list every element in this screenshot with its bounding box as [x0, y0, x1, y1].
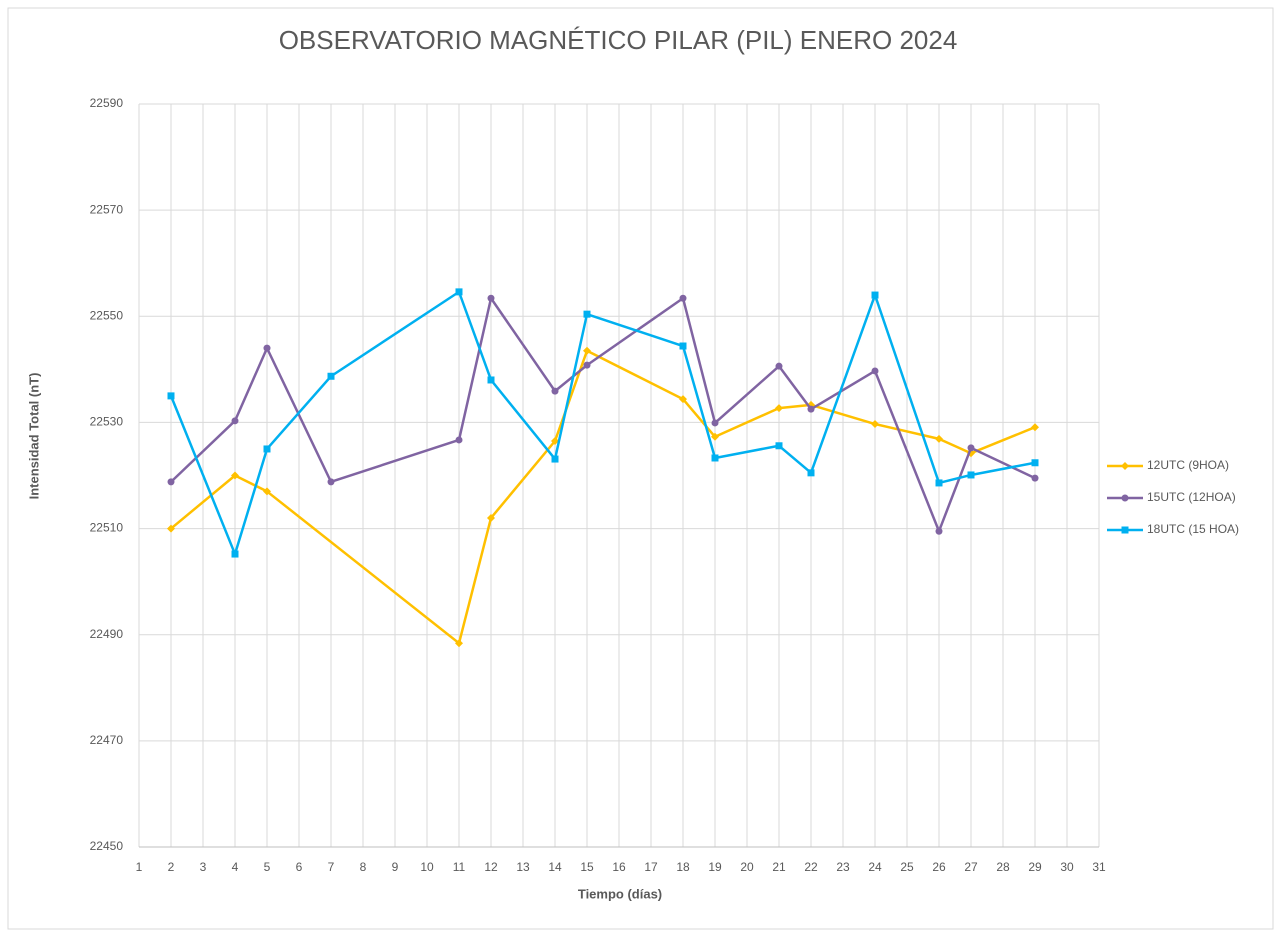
x-tick-label: 20: [740, 860, 754, 874]
x-tick-label: 28: [996, 860, 1010, 874]
y-tick-label: 22450: [90, 839, 124, 853]
legend-marker: [1121, 494, 1129, 502]
x-tick-label: 16: [612, 860, 626, 874]
point: [871, 420, 879, 429]
x-tick-label: 4: [232, 860, 239, 874]
x-axis-title: Tiempo (días): [578, 886, 662, 901]
x-tick-label: 8: [360, 860, 367, 874]
point: [711, 432, 719, 441]
point: [935, 479, 943, 487]
point: [775, 362, 783, 370]
point: [679, 342, 687, 350]
legend-label: 12UTC (9HOA): [1147, 458, 1229, 472]
point: [935, 434, 943, 443]
x-tick-label: 14: [548, 860, 562, 874]
point: [679, 294, 687, 302]
point: [935, 527, 943, 535]
point: [231, 550, 239, 558]
x-tick-label: 22: [804, 860, 818, 874]
chart-border: [7, 7, 1274, 930]
x-tick-label: 17: [644, 860, 658, 874]
point: [1031, 459, 1039, 467]
point: [711, 454, 719, 462]
point: [231, 471, 239, 480]
y-tick-label: 22530: [90, 415, 124, 429]
point: [263, 487, 271, 496]
y-axis-title: Intensidad Total (nT): [26, 373, 41, 500]
x-tick-label: 23: [836, 860, 850, 874]
point: [583, 310, 591, 318]
point: [871, 291, 879, 299]
point: [455, 436, 463, 444]
point: [455, 639, 463, 648]
x-tick-label: 29: [1028, 860, 1042, 874]
x-tick-label: 21: [772, 860, 786, 874]
point: [167, 524, 175, 533]
point: [583, 361, 591, 369]
point: [167, 392, 175, 400]
point: [327, 372, 335, 380]
point: [1031, 423, 1039, 432]
point: [551, 387, 559, 395]
point: [711, 419, 719, 427]
point: [1031, 474, 1039, 482]
point: [455, 288, 463, 296]
x-tick-label: 19: [708, 860, 722, 874]
x-tick-label: 30: [1060, 860, 1074, 874]
x-tick-label: 1: [136, 860, 143, 874]
legend-marker: [1121, 526, 1129, 534]
point: [551, 437, 559, 446]
point: [551, 455, 559, 463]
point: [775, 442, 783, 450]
x-tick-label: 3: [200, 860, 207, 874]
series-line: [170, 296, 1036, 533]
point: [871, 367, 879, 375]
point: [231, 417, 239, 425]
point: [583, 346, 591, 355]
chart-title: OBSERVATORIO MAGNÉTICO PILAR (PIL) ENERO…: [279, 25, 958, 55]
point: [775, 404, 783, 413]
x-tick-label: 10: [420, 860, 434, 874]
x-tick-label: 25: [900, 860, 914, 874]
y-tick-label: 22490: [90, 627, 124, 641]
x-tick-label: 11: [453, 860, 466, 874]
point: [679, 395, 687, 404]
legend-label: 15UTC (12HOA): [1147, 490, 1236, 504]
x-tick-label: 27: [964, 860, 978, 874]
x-tick-label: 12: [484, 860, 498, 874]
legend-marker: [1121, 462, 1129, 470]
series-line: [169, 290, 1036, 556]
point: [263, 445, 271, 453]
x-tick-label: 24: [868, 860, 882, 874]
x-tick-label: 9: [392, 860, 399, 874]
x-tick-label: 15: [580, 860, 594, 874]
y-tick-label: 22470: [90, 733, 124, 747]
point: [487, 376, 495, 384]
x-tick-label: 6: [296, 860, 303, 874]
x-tick-label: 18: [676, 860, 690, 874]
y-tick-label: 22590: [90, 96, 124, 110]
x-tick-label: 5: [264, 860, 271, 874]
point: [807, 469, 815, 477]
point: [487, 294, 495, 302]
y-tick-label: 22550: [90, 308, 124, 322]
x-tick-label: 7: [328, 860, 335, 874]
x-tick-label: 26: [932, 860, 946, 874]
y-tick-label: 22510: [90, 521, 124, 535]
y-tick-label: 22570: [90, 202, 124, 216]
x-tick-label: 13: [516, 860, 530, 874]
x-tick-label: 2: [168, 860, 175, 874]
point: [807, 405, 815, 413]
point: [967, 471, 975, 479]
legend-label: 18UTC (15 HOA): [1147, 522, 1239, 536]
point: [327, 478, 335, 486]
point: [263, 344, 271, 352]
point: [967, 444, 975, 452]
point: [167, 478, 175, 486]
point: [487, 513, 495, 522]
x-tick-label: 31: [1092, 860, 1106, 874]
